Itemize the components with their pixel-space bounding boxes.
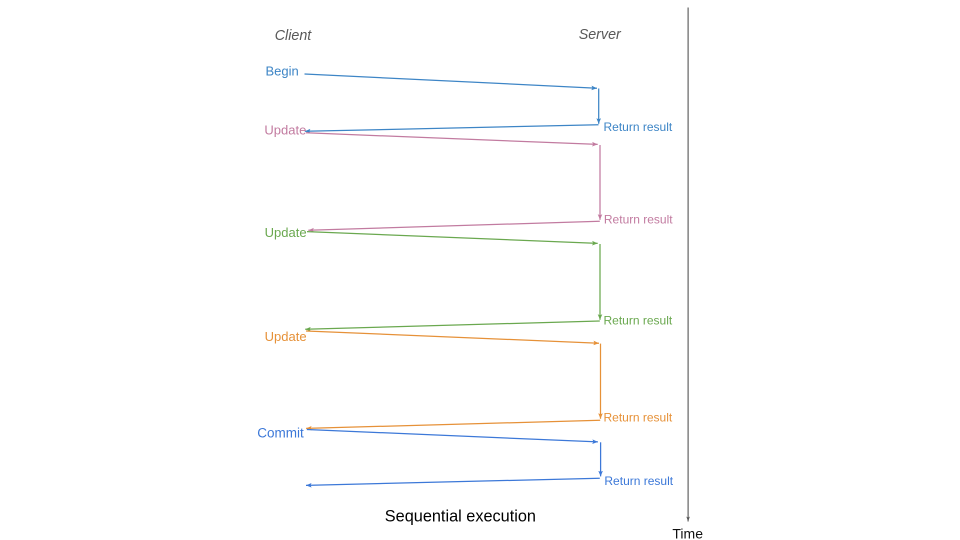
svg-text:Return result: Return result <box>604 120 673 134</box>
svg-text:Return result: Return result <box>604 474 673 488</box>
svg-text:Time: Time <box>672 526 703 540</box>
svg-text:Return result: Return result <box>604 313 673 327</box>
svg-text:Commit: Commit <box>257 426 304 441</box>
svg-text:Sequential execution: Sequential execution <box>385 507 536 525</box>
svg-text:Return result: Return result <box>604 410 673 424</box>
svg-text:Client: Client <box>275 28 313 44</box>
svg-text:Update: Update <box>264 122 306 137</box>
svg-text:Return result: Return result <box>604 212 673 226</box>
svg-text:Begin: Begin <box>265 64 298 79</box>
svg-text:Server: Server <box>579 27 622 43</box>
svg-text:Update: Update <box>265 329 307 344</box>
svg-text:Update: Update <box>265 225 307 240</box>
